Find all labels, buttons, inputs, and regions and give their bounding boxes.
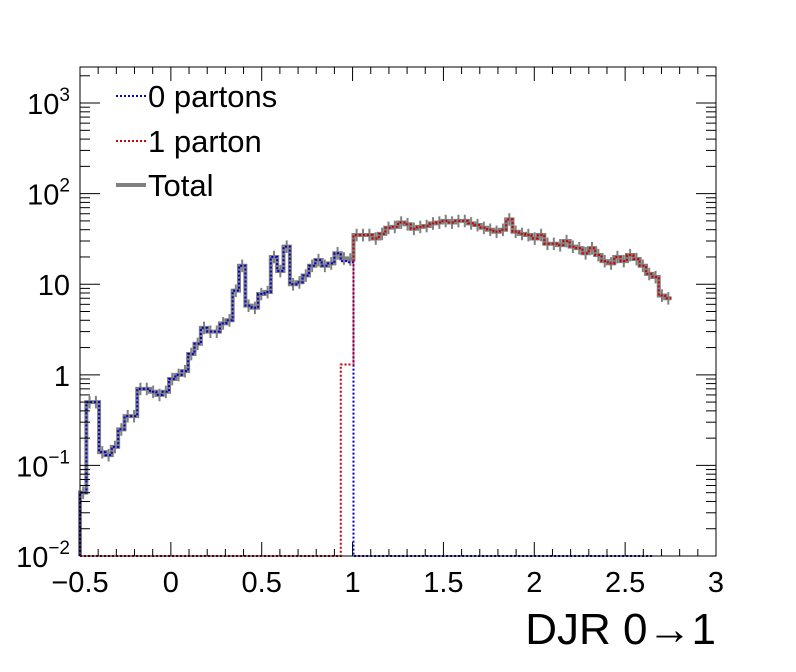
legend-label: 1 parton (148, 124, 262, 159)
y-tick-label: 10−1 (16, 447, 70, 483)
tick-layer: −0.5 0 0.5 1 1.5 2 2.5 3 10−2 10−1 1 10 102 103 (16, 67, 724, 599)
y-tick-label: 102 (27, 176, 70, 212)
legend: 0 partons 1 parton Total (116, 79, 277, 203)
x-tick-label: 0.5 (242, 567, 282, 599)
histogram-layer (78, 213, 672, 557)
x-tick-label: 2 (526, 567, 542, 599)
legend-label: Total (148, 168, 213, 203)
x-axis-title: DJR 0→1 (525, 605, 716, 654)
y-tick-label: 10 (38, 270, 70, 302)
y-tick-label: 103 (27, 85, 70, 121)
legend-label: 0 partons (148, 79, 277, 114)
x-tick-label: 0 (163, 567, 179, 599)
series-0-partons-line (79, 245, 653, 557)
x-tick-label: 1 (345, 567, 361, 599)
x-tick-label: −0.5 (51, 567, 108, 599)
x-tick-label: 1.5 (423, 567, 463, 599)
y-tick-label: 1 (54, 361, 70, 393)
x-tick-label: 2.5 (605, 567, 645, 599)
series-total-line (78, 217, 672, 556)
x-tick-label: 3 (708, 567, 724, 599)
y-tick-label: 10−2 (16, 538, 70, 574)
